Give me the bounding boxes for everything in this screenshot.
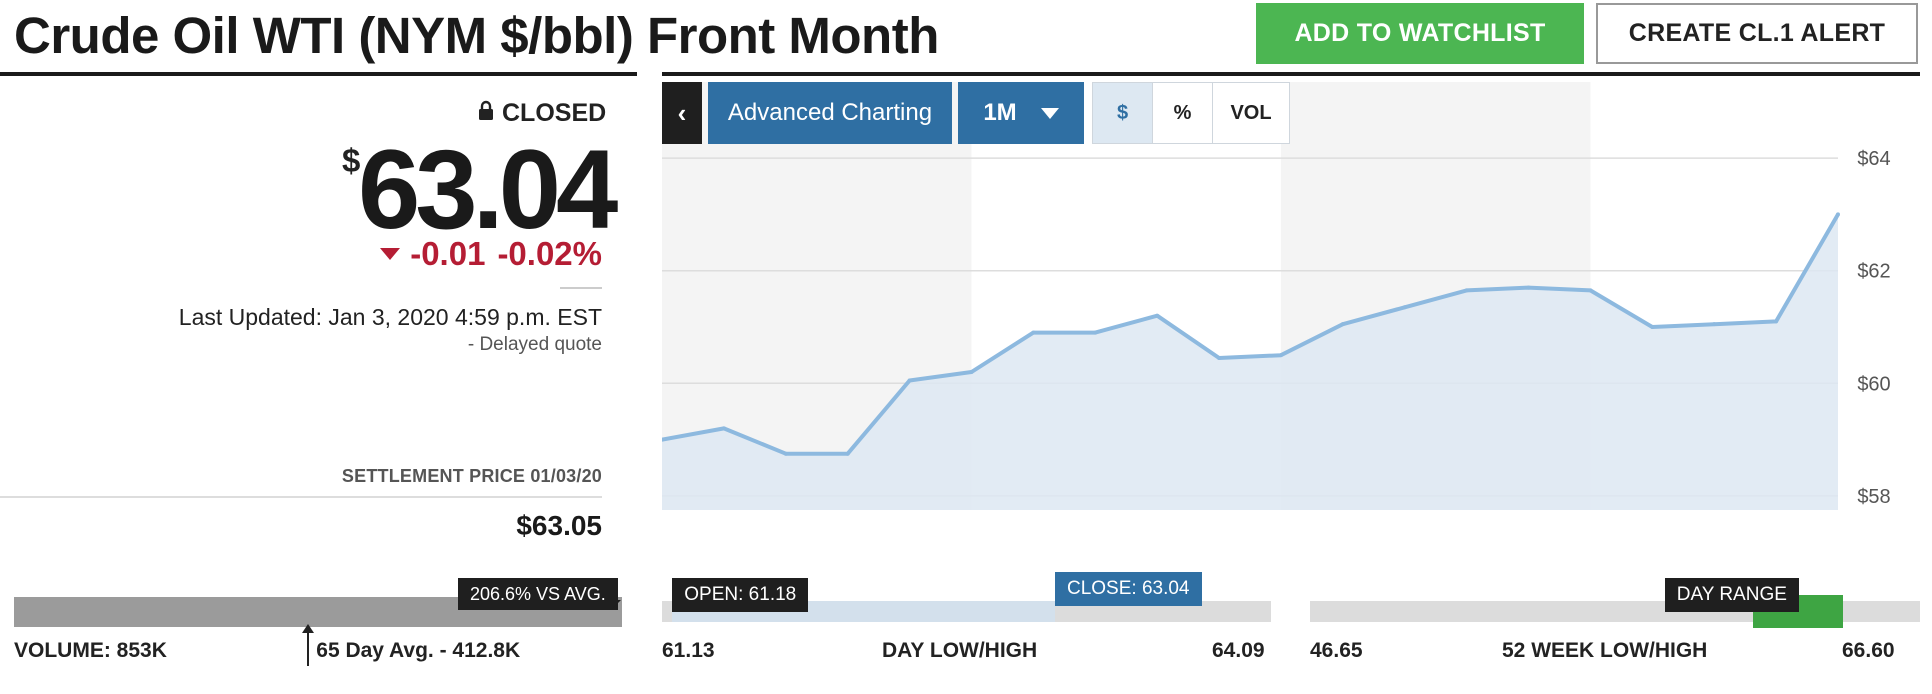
- last-updated: Last Updated: Jan 3, 2020 4:59 p.m. EST: [178, 304, 602, 330]
- market-status-label: CLOSED: [502, 98, 607, 127]
- price-change: -0.01 -0.02%: [380, 234, 602, 274]
- price-point: [1217, 355, 1222, 360]
- divider: [0, 496, 602, 498]
- close-tag: CLOSE: 63.04: [1054, 572, 1202, 606]
- range-label: 1M: [983, 99, 1017, 126]
- y-tick-label: $62: [1857, 261, 1890, 283]
- settlement-label: SETTLEMENT PRICE 01/03/20: [341, 466, 602, 486]
- price-area: [662, 214, 1838, 510]
- mode-dollar[interactable]: $: [1093, 83, 1153, 143]
- day-high: 64.09: [1212, 639, 1265, 662]
- currency-symbol: $: [342, 142, 361, 179]
- day-range-title: DAY LOW/HIGH: [882, 639, 1038, 662]
- market-status: CLOSED: [478, 96, 606, 130]
- week52-low: 46.65: [1310, 639, 1363, 662]
- lock-icon: [478, 99, 494, 128]
- price-point: [1278, 353, 1283, 358]
- price-point: [1155, 313, 1160, 318]
- up-arrow-icon: [302, 624, 315, 633]
- price-point: [1774, 319, 1779, 324]
- price-point: [1464, 288, 1469, 293]
- range-dropdown[interactable]: 1M: [958, 82, 1084, 144]
- price-point: [1093, 330, 1098, 335]
- volume-vs-avg-tag: 206.6% VS AVG.: [458, 578, 618, 610]
- delayed-quote-note: - Delayed quote: [467, 334, 602, 355]
- day-range-tag: DAY RANGE: [1664, 578, 1799, 612]
- settlement-value: $63.05: [516, 510, 602, 541]
- day-low: 61.13: [662, 639, 715, 662]
- price-point: [721, 426, 726, 431]
- price-point: [845, 451, 850, 456]
- avg-volume-label: 65 Day Avg. - 412.8K: [316, 639, 521, 662]
- price-point: [1031, 330, 1036, 335]
- mode-volume[interactable]: VOL: [1213, 83, 1289, 143]
- price-chart[interactable]: $64$62$60$58 Dec 9Dec 16Dec 23Dec 30: [662, 82, 1920, 512]
- header-divider-right: [662, 72, 1920, 76]
- price-line: [662, 213, 1840, 456]
- collapse-button[interactable]: ‹: [662, 82, 702, 144]
- price-point: [1340, 322, 1345, 327]
- header-divider-left: [0, 72, 637, 76]
- divider: [560, 287, 602, 289]
- price-point: [1402, 305, 1407, 310]
- price-point: [1588, 288, 1593, 293]
- mode-percent[interactable]: %: [1153, 83, 1213, 143]
- y-tick-label: $60: [1857, 373, 1890, 395]
- price-point: [662, 437, 664, 442]
- add-to-watchlist-button[interactable]: ADD TO WATCHLIST: [1256, 3, 1584, 64]
- price-point: [1650, 325, 1655, 329]
- price-point: [907, 378, 912, 383]
- create-alert-button[interactable]: CREATE CL.1 ALERT: [1596, 3, 1918, 64]
- price-point: [1836, 212, 1840, 217]
- page-title: Crude Oil WTI (NYM $/bbl) Front Month: [14, 7, 939, 64]
- y-tick-label: $58: [1857, 486, 1890, 508]
- advanced-charting-button[interactable]: Advanced Charting: [708, 82, 952, 144]
- tag-pointer: [612, 600, 621, 609]
- price-point: [969, 370, 974, 375]
- last-price: 63.04: [358, 127, 618, 252]
- change-percent: -0.02%: [497, 235, 602, 272]
- volume-label: VOLUME: 853K: [14, 639, 167, 662]
- chevron-down-icon: [1040, 107, 1059, 119]
- chart-toolbar: ‹ Advanced Charting 1M $ % VOL: [662, 82, 1290, 144]
- chart-mode-toggle: $ % VOL: [1092, 82, 1290, 144]
- avg-marker: [307, 628, 310, 666]
- change-value: -0.01: [410, 235, 486, 272]
- week52-high: 66.60: [1842, 639, 1895, 662]
- price-point: [783, 451, 788, 456]
- down-arrow-icon: [380, 248, 401, 260]
- price-point: [1526, 285, 1531, 290]
- week52-range-bar: [1310, 595, 1920, 628]
- y-tick-label: $64: [1857, 148, 1890, 170]
- week52-title: 52 WEEK LOW/HIGH: [1502, 639, 1708, 662]
- price-point: [1712, 322, 1717, 327]
- open-tag: OPEN: 61.18: [672, 578, 809, 612]
- chevron-left-icon: ‹: [677, 97, 687, 128]
